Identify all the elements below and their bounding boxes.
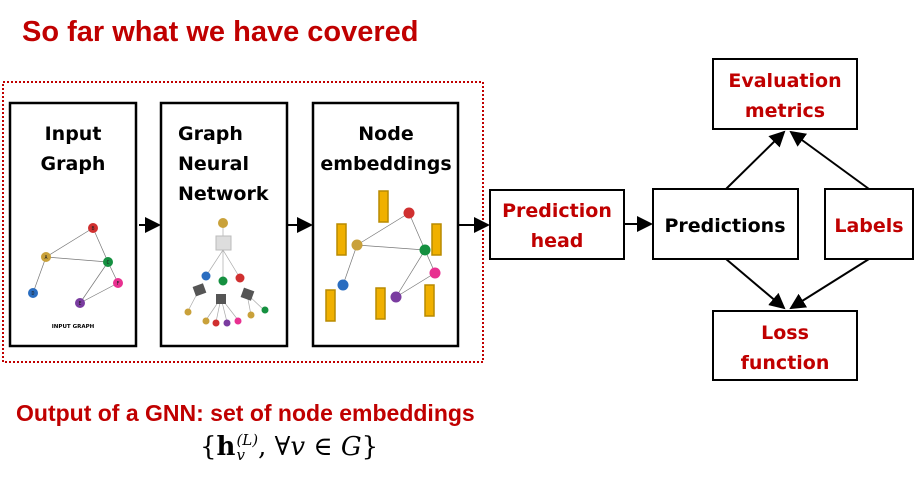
- formula-forall: , ∀: [258, 432, 291, 462]
- labels-label: Labels: [834, 215, 903, 237]
- gnn-box: Graph Neural Network: [159, 101, 289, 348]
- arrow: [789, 130, 870, 190]
- loss-function-box: Loss function: [712, 310, 858, 381]
- loss-function-label-1: Loss: [761, 322, 809, 344]
- formula-v: v: [290, 432, 306, 462]
- embedding-set-formula: {h (L) v, ∀v ∈ G}: [200, 432, 378, 463]
- input-graph-label-2: Graph: [41, 153, 106, 175]
- diamond-arrows: [725, 130, 870, 310]
- node-label: A: [44, 255, 47, 261]
- predictions-box: Predictions: [652, 188, 799, 260]
- node-label: D: [31, 291, 34, 297]
- prediction-head-box: Prediction head: [489, 189, 625, 260]
- input-graph-illustration: [32, 227, 119, 304]
- gnn-label-1: Graph: [178, 123, 243, 145]
- evaluation-metrics-label-2: metrics: [745, 100, 825, 122]
- evaluation-metrics-label-1: Evaluation: [728, 70, 841, 92]
- formula-close: }: [361, 432, 379, 462]
- prediction-head-label-2: head: [531, 230, 584, 252]
- arrow: [789, 258, 870, 310]
- node-embeddings-label-2: embeddings: [320, 153, 451, 175]
- node-embeddings-label-1: Node: [358, 123, 413, 145]
- embedding-vectors: [325, 190, 442, 322]
- gnn-label-3: Network: [178, 183, 269, 205]
- node-label: C: [106, 260, 109, 266]
- output-description: Output of a GNN: set of node embeddings: [16, 400, 475, 426]
- formula-sup: (L): [236, 431, 259, 449]
- node-label: E: [78, 301, 81, 307]
- arrow: [725, 130, 786, 190]
- formula-h: h: [216, 432, 236, 462]
- input-graph-caption: INPUT GRAPH: [52, 324, 95, 330]
- formula-sub: v: [236, 446, 245, 464]
- gnn-label-2: Neural: [178, 153, 249, 175]
- input-graph-label-1: Input: [45, 123, 102, 145]
- evaluation-metrics-box: Evaluation metrics: [712, 58, 858, 130]
- node-label: B: [91, 226, 94, 232]
- loss-function-label-2: function: [741, 352, 830, 374]
- formula-in: ∈: [305, 432, 341, 462]
- formula-g: G: [340, 432, 362, 462]
- slide-title: So far what we have covered: [22, 16, 419, 48]
- input-graph-box: Input Graph A B C D E F INPUT GRAPH: [8, 101, 138, 348]
- prediction-head-label-1: Prediction: [502, 200, 612, 222]
- arrow: [725, 258, 786, 310]
- formula-open: {: [200, 432, 217, 462]
- predictions-label: Predictions: [664, 215, 785, 237]
- node-label: F: [116, 281, 119, 287]
- labels-box: Labels: [824, 188, 914, 260]
- node-embeddings-box: Node embeddings: [311, 101, 460, 348]
